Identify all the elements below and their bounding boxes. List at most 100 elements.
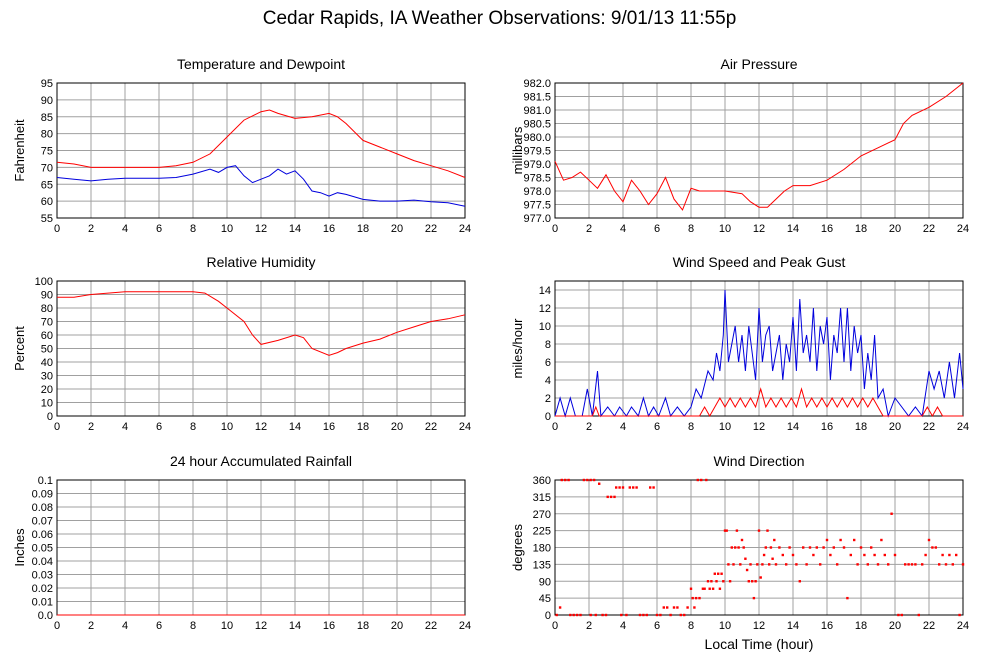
data-point (805, 563, 808, 566)
data-point (849, 553, 852, 557)
chart-direction: 0 2 4 6 8 10 12 14 16 18 20 22 240459013518022527031… (510, 453, 969, 652)
data-point (859, 546, 863, 549)
y-tick-label: 65 (41, 179, 53, 191)
x-axis-label: Local Time (hour) (705, 636, 814, 652)
x-tick-label: 14 (289, 421, 301, 433)
y-tick-label: 0.09 (32, 489, 53, 501)
data-point (825, 538, 829, 542)
data-point (683, 613, 686, 617)
data-point (917, 613, 920, 617)
x-tick-label: 16 (821, 620, 833, 632)
data-point (586, 478, 589, 482)
data-point (672, 606, 676, 609)
data-point (941, 553, 944, 557)
y-tick-label: 10 (539, 321, 551, 333)
y-tick-label: 0.05 (32, 543, 53, 555)
data-point (744, 557, 747, 560)
chart-title: Wind Direction (713, 453, 804, 469)
y-tick-label: 180 (533, 543, 551, 555)
y-tick-label: 12 (539, 303, 551, 315)
chart-humidity: 0 2 4 6 8 10 12 14 16 18 20 22 240102030405060708090… (12, 254, 471, 433)
data-point (764, 546, 767, 549)
y-tick-label: 0.07 (32, 516, 53, 528)
x-tick-label: 18 (357, 421, 369, 433)
data-point (883, 553, 886, 557)
data-point (773, 538, 776, 542)
x-tick-label: 16 (821, 223, 833, 235)
x-tick-label: 2 (586, 620, 592, 632)
x-tick-label: 0 (54, 223, 60, 235)
data-point (708, 587, 711, 590)
data-point (659, 613, 662, 617)
x-tick-label: 8 (190, 620, 196, 632)
data-point (569, 613, 572, 617)
y-tick-label: 0.06 (32, 529, 53, 541)
y-tick-label: 80 (41, 303, 53, 315)
x-tick-label: 10 (719, 421, 731, 433)
series-line-0 (554, 289, 964, 418)
series-line-0 (57, 291, 466, 356)
chart-title: Temperature and Dewpoint (177, 56, 345, 72)
plot-frame (554, 280, 964, 417)
x-tick-label: 14 (787, 620, 799, 632)
data-point (938, 563, 941, 566)
data-point (815, 546, 818, 549)
y-tick-label: 60 (41, 330, 53, 342)
x-tick-label: 22 (923, 421, 935, 433)
data-point (589, 478, 592, 482)
x-tick-label: 20 (391, 620, 403, 632)
data-point (718, 587, 722, 590)
y-tick-label: 6 (545, 357, 551, 369)
x-tick-label: 22 (425, 223, 437, 235)
data-point (769, 546, 773, 549)
y-tick-label: 30 (41, 371, 53, 383)
data-point (897, 613, 900, 617)
data-point (853, 538, 856, 542)
data-point (788, 546, 791, 549)
y-tick-label: 979.0 (523, 159, 551, 171)
data-point (598, 482, 601, 485)
y-tick-label: 0.01 (32, 597, 53, 609)
data-point (594, 613, 597, 617)
data-point (686, 606, 689, 609)
x-tick-label: 14 (289, 223, 301, 235)
x-tick-label: 2 (586, 421, 592, 433)
data-point (728, 580, 732, 583)
chart-title: Air Pressure (720, 56, 797, 72)
page-title: Cedar Rapids, IA Weather Observations: 9… (262, 8, 737, 29)
series-line-0 (554, 82, 964, 211)
data-point (618, 486, 621, 489)
x-tick-label: 10 (719, 223, 731, 235)
plot-frame (56, 280, 466, 417)
data-point (572, 613, 575, 617)
data-point (638, 613, 642, 617)
data-point (812, 553, 815, 557)
data-point (819, 563, 822, 566)
plot-frame (554, 82, 964, 219)
y-tick-label: 225 (533, 526, 551, 538)
data-point (924, 553, 927, 557)
data-point (632, 486, 635, 489)
data-point (751, 580, 754, 583)
x-tick-label: 6 (654, 620, 660, 632)
x-tick-label: 16 (821, 421, 833, 433)
data-point (604, 613, 608, 617)
y-tick-label: 360 (533, 475, 551, 487)
data-point (832, 546, 835, 549)
y-tick-label: 0 (47, 411, 53, 423)
x-tick-label: 10 (719, 620, 731, 632)
x-tick-label: 10 (221, 223, 233, 235)
y-tick-label: 70 (41, 317, 53, 329)
y-tick-label: 978.5 (523, 173, 551, 185)
data-point (558, 606, 562, 609)
y-axis-label: degrees (510, 524, 525, 571)
series-line-1 (56, 165, 466, 207)
data-point (961, 563, 965, 566)
y-tick-label: 90 (41, 95, 53, 107)
x-tick-label: 22 (425, 620, 437, 632)
data-point (652, 486, 655, 489)
data-point (808, 546, 812, 549)
x-tick-label: 20 (391, 421, 403, 433)
x-tick-label: 16 (323, 223, 335, 235)
